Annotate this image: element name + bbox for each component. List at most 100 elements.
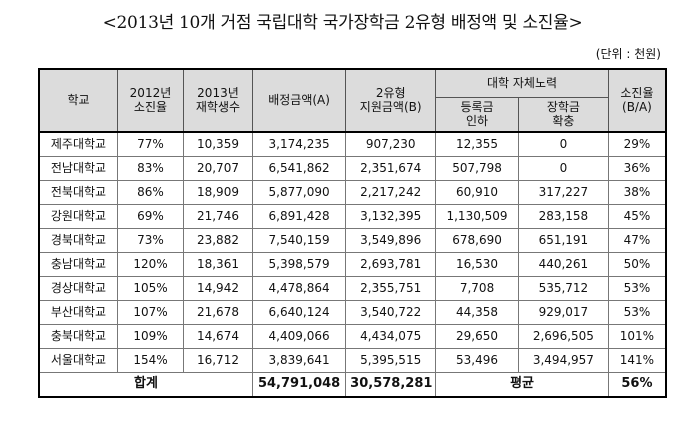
table-row: 전남대학교 83% 20,707 6,541,862 2,351,674 507…	[38, 156, 667, 181]
header-school: 학교	[38, 68, 118, 133]
cell-support: 907,230	[345, 131, 437, 157]
cell-allocation: 6,640,124	[252, 300, 347, 325]
cell-scholarship: 651,191	[517, 228, 609, 253]
unit-note: (단위 : 천원)	[595, 47, 661, 61]
cell-rate: 101%	[607, 324, 667, 349]
cell-rate: 29%	[607, 131, 667, 157]
cell-allocation: 3,839,641	[252, 348, 347, 373]
cell-school: 부산대학교	[38, 300, 118, 325]
cell-allocation: 4,478,864	[252, 276, 347, 301]
header-rate: 소진율 (B/A)	[607, 68, 667, 133]
cell-school: 서울대학교	[38, 348, 118, 373]
cell-students: 21,678	[182, 300, 254, 325]
header-students-2013: 2013년 재학생수	[182, 68, 254, 133]
header-tuition: 등록금 인하	[435, 97, 519, 133]
cell-scholarship: 929,017	[517, 300, 609, 325]
cell-rate: 50%	[607, 252, 667, 277]
cell-students: 14,942	[182, 276, 254, 301]
cell-rate: 47%	[607, 228, 667, 253]
cell-support: 3,540,722	[345, 300, 437, 325]
cell-tuition: 60,910	[435, 180, 519, 205]
cell-rate-2012: 109%	[117, 324, 184, 349]
cell-tuition: 1,130,509	[435, 204, 519, 229]
average-rate: 56%	[607, 372, 667, 398]
header-rate-2012-text: 2012년 소진율	[129, 85, 172, 114]
cell-support: 3,549,896	[345, 228, 437, 253]
table-row: 경북대학교 73% 23,882 7,540,159 3,549,896 678…	[38, 228, 667, 253]
cell-rate-2012: 86%	[117, 180, 184, 205]
cell-tuition: 44,358	[435, 300, 519, 325]
total-support: 30,578,281	[345, 372, 437, 398]
total-allocation: 54,791,048	[252, 372, 347, 398]
header-support-text: 2유형 지원금액(B)	[359, 85, 422, 114]
cell-rate: 38%	[607, 180, 667, 205]
cell-support: 2,351,674	[345, 156, 437, 181]
header-allocation: 배정금액(A)	[252, 68, 347, 133]
cell-support: 2,217,242	[345, 180, 437, 205]
cell-students: 21,746	[182, 204, 254, 229]
table-body: 제주대학교 77% 10,359 3,174,235 907,230 12,35…	[38, 131, 667, 373]
cell-rate-2012: 73%	[117, 228, 184, 253]
cell-rate: 141%	[607, 348, 667, 373]
cell-tuition: 507,798	[435, 156, 519, 181]
cell-support: 2,355,751	[345, 276, 437, 301]
header-support: 2유형 지원금액(B)	[345, 68, 437, 133]
cell-allocation: 4,409,066	[252, 324, 347, 349]
cell-students: 20,707	[182, 156, 254, 181]
cell-students: 18,361	[182, 252, 254, 277]
cell-scholarship: 535,712	[517, 276, 609, 301]
cell-rate: 53%	[607, 300, 667, 325]
cell-support: 2,693,781	[345, 252, 437, 277]
cell-students: 23,882	[182, 228, 254, 253]
table-row: 서울대학교 154% 16,712 3,839,641 5,395,515 53…	[38, 348, 667, 373]
cell-scholarship: 317,227	[517, 180, 609, 205]
total-label: 합계	[38, 372, 254, 398]
cell-rate-2012: 83%	[117, 156, 184, 181]
cell-students: 18,909	[182, 180, 254, 205]
table-row: 제주대학교 77% 10,359 3,174,235 907,230 12,35…	[38, 131, 667, 157]
cell-tuition: 678,690	[435, 228, 519, 253]
cell-rate-2012: 120%	[117, 252, 184, 277]
header-rate-text: 소진율 (B/A)	[620, 85, 654, 114]
cell-scholarship: 440,261	[517, 252, 609, 277]
cell-scholarship: 283,158	[517, 204, 609, 229]
cell-allocation: 3,174,235	[252, 131, 347, 157]
table-row: 강원대학교 69% 21,746 6,891,428 3,132,395 1,1…	[38, 204, 667, 229]
cell-rate-2012: 107%	[117, 300, 184, 325]
cell-rate: 36%	[607, 156, 667, 181]
cell-rate-2012: 69%	[117, 204, 184, 229]
table-row: 충북대학교 109% 14,674 4,409,066 4,434,075 29…	[38, 324, 667, 349]
header-effort: 대학 자체노력	[435, 68, 609, 98]
document-title: <2013년 10개 거점 국립대학 국가장학금 2유형 배정액 및 소진율>	[102, 13, 583, 33]
total-row: 합계 54,791,048 30,578,281 평균 56%	[38, 372, 667, 398]
cell-scholarship: 0	[517, 156, 609, 181]
header-scholarship-text: 장학금 확충	[546, 99, 580, 128]
cell-tuition: 12,355	[435, 131, 519, 157]
cell-support: 3,132,395	[345, 204, 437, 229]
average-label: 평균	[435, 372, 609, 398]
cell-allocation: 5,877,090	[252, 180, 347, 205]
cell-rate-2012: 105%	[117, 276, 184, 301]
cell-students: 16,712	[182, 348, 254, 373]
cell-school: 충북대학교	[38, 324, 118, 349]
header-scholarship: 장학금 확충	[517, 97, 609, 133]
header-students-2013-text: 2013년 재학생수	[195, 85, 241, 114]
table-row: 부산대학교 107% 21,678 6,640,124 3,540,722 44…	[38, 300, 667, 325]
cell-rate: 53%	[607, 276, 667, 301]
cell-tuition: 16,530	[435, 252, 519, 277]
cell-school: 경상대학교	[38, 276, 118, 301]
cell-allocation: 5,398,579	[252, 252, 347, 277]
cell-scholarship: 2,696,505	[517, 324, 609, 349]
table-header: 학교 2012년 소진율 2013년 재학생수 배정금액(A) 2유형 지원금액…	[38, 68, 667, 133]
cell-students: 14,674	[182, 324, 254, 349]
cell-rate-2012: 154%	[117, 348, 184, 373]
cell-support: 5,395,515	[345, 348, 437, 373]
cell-students: 10,359	[182, 131, 254, 157]
cell-school: 경북대학교	[38, 228, 118, 253]
cell-scholarship: 0	[517, 131, 609, 157]
cell-school: 전남대학교	[38, 156, 118, 181]
table-row: 충남대학교 120% 18,361 5,398,579 2,693,781 16…	[38, 252, 667, 277]
allocation-table: 학교 2012년 소진율 2013년 재학생수 배정금액(A) 2유형 지원금액…	[38, 68, 667, 398]
cell-support: 4,434,075	[345, 324, 437, 349]
